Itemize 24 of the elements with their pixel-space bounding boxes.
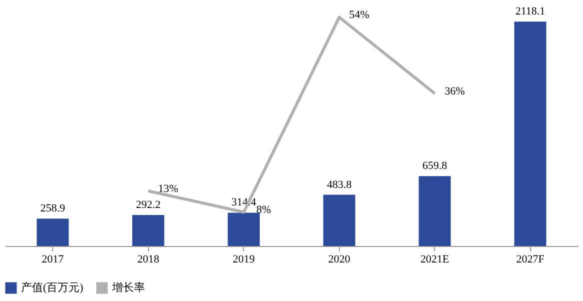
data-label: 292.2 (136, 199, 161, 212)
bar (323, 194, 356, 246)
x-tick-label: 2017 (42, 254, 64, 266)
data-label: 2118.1 (515, 6, 546, 18)
data-label: 13% (158, 182, 178, 195)
data-label: 54% (349, 9, 370, 22)
data-label: 8% (256, 204, 272, 216)
legend-label: 增长率 (111, 281, 145, 294)
data-label: 36% (444, 85, 465, 98)
data-label: 258.9 (40, 202, 66, 215)
x-tick-label: 2021E (420, 254, 450, 266)
bar (228, 212, 260, 246)
x-tick-label: 2027F (516, 254, 544, 266)
data-label: 314.4 (231, 196, 257, 209)
bar (36, 218, 69, 246)
bar (132, 215, 164, 246)
legend-label: 产值(百万元) (21, 281, 84, 294)
x-tick-label: 2019 (232, 254, 256, 266)
data-label: 659.8 (422, 160, 448, 172)
data-label: 483.8 (326, 178, 352, 191)
bar (418, 176, 451, 246)
x-tick-label: 2018 (137, 254, 160, 266)
bar (514, 22, 546, 246)
x-tick-label: 2020 (328, 254, 351, 266)
